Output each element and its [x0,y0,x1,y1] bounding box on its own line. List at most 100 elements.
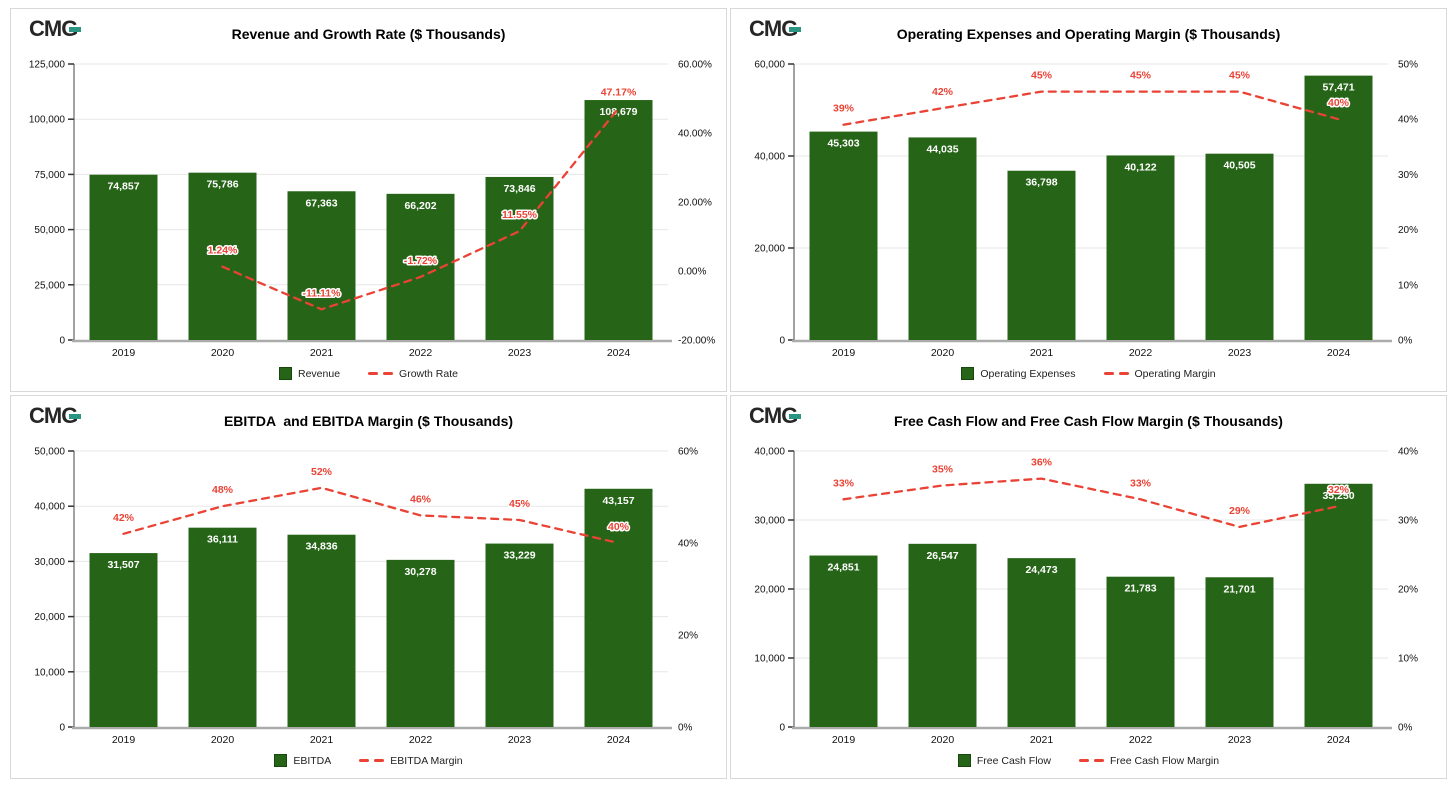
bar [908,137,977,340]
chart-header: CMG EBITDA and EBITDA Margin ($ Thousand… [11,396,726,440]
bar [1304,75,1373,341]
chart-title-ebitda: EBITDA and EBITDA Margin ($ Thousands) [223,413,514,429]
chart-panel-revenue: CMG Revenue and Growth Rate ($ Thousands… [10,8,727,392]
bar [1007,558,1076,727]
left-axis-label: 75,000 [34,170,65,181]
x-axis-label: 2024 [1327,347,1351,359]
right-axis-label: 30% [1398,170,1418,181]
left-axis-label: 125,000 [29,60,66,71]
line-point-label: 1.24% [208,245,238,257]
margin-line [842,477,1340,529]
legend-item-bar: EBITDA [274,754,331,767]
bar-value-label: 36,111 [207,534,238,546]
dashed-line-swatch-icon [1103,371,1129,376]
bar [287,191,356,340]
bar [1205,153,1274,340]
right-axis-label: 40% [1398,115,1418,126]
cmg-logo: CMG [29,405,82,427]
left-axis-label: 30,000 [34,557,65,568]
x-axis-label: 2023 [508,734,532,746]
left-axis-label: 40,000 [754,152,785,163]
right-axis-label: 0.00% [678,267,706,278]
bar-value-label: 57,471 [1322,82,1354,94]
bar [1007,170,1076,340]
line-point-label: 33% [1130,477,1152,489]
legend-label: EBITDA [293,754,332,767]
left-axis-label: 0 [779,336,785,347]
line-point-label: 47.17% [601,86,637,98]
right-axis-label: 20% [1398,225,1418,236]
left-axis-label: 10,000 [754,654,785,665]
cmg-logo-accent-icon [69,27,82,32]
cmg-logo-text: CMG [749,16,798,41]
bar-value-label: 36,798 [1025,177,1057,189]
right-axis-label: 50% [1398,60,1418,71]
chart-panel-opex: CMG Operating Expenses and Operating Mar… [730,8,1447,392]
chart-legend: Revenue Growth Rate [11,367,726,380]
left-axis-label: 30,000 [754,516,785,527]
right-axis-label: 40% [678,539,698,550]
line-point-label: 39% [833,103,855,115]
right-axis-label: -20.00% [678,336,715,347]
legend-item-line: Free Cash Flow Margin [1078,755,1219,767]
dashed-line-swatch-icon [368,371,394,376]
cmg-logo-text: CMG [29,16,78,41]
line-point-label: 52% [311,466,333,478]
x-axis-label: 2022 [409,734,433,746]
chart-panel-ebitda: CMG EBITDA and EBITDA Margin ($ Thousand… [10,395,727,779]
bar-value-label: 35,250 [1322,490,1354,502]
x-axis-label: 2019 [112,347,136,359]
bar [1304,483,1373,727]
bar-value-label: 108,679 [600,106,638,118]
dashed-line-swatch-icon [1078,758,1104,763]
bar-value-label: 43,157 [602,495,634,507]
left-axis-label: 10,000 [34,667,65,678]
bar-value-label: 74,857 [107,181,139,193]
line-point-label: 45% [1031,70,1053,82]
bar-swatch-icon [961,367,975,380]
bar-swatch-icon [279,367,292,380]
line-point-label: 35% [932,464,954,476]
line-point-label: 46% [410,493,432,505]
bar [1106,576,1175,727]
chart-header: CMG Operating Expenses and Operating Mar… [731,9,1446,53]
line-point-label: 48% [212,484,234,496]
bar-value-label: 44,035 [926,143,958,155]
chart-panel-fcf: CMG Free Cash Flow and Free Cash Flow Ma… [730,395,1447,779]
x-axis-label: 2024 [607,347,631,359]
bar [1106,155,1175,340]
right-axis-label: 0% [678,723,693,734]
left-axis-label: 40,000 [754,447,785,458]
cmg-logo: CMG [749,16,802,41]
right-axis-label: 40% [1398,447,1418,458]
left-axis-label: 20,000 [754,585,785,596]
x-axis-label: 2022 [1129,347,1153,359]
dashed-line-swatch-icon [359,758,385,763]
right-axis-label: 20.00% [678,198,712,209]
left-axis-label: 0 [59,336,65,347]
legend-label: Growth Rate [399,367,458,380]
chart-header: CMG Free Cash Flow and Free Cash Flow Ma… [731,396,1446,440]
bar-value-label: 34,836 [305,541,337,553]
cmg-logo-accent-icon [69,414,82,419]
legend-label: Operating Expenses [980,367,1076,380]
right-axis-label: 20% [1398,585,1418,596]
ebitda-chart-plot: 0 10,000 20,000 30,000 40,000 50,000 0% 20% 40% 6… [34,447,698,747]
margin-line [221,107,620,311]
left-axis-label: 40,000 [34,502,65,513]
legend-label: Operating Margin [1134,367,1216,380]
x-axis-label: 2020 [931,347,955,359]
left-axis-label: 60,000 [754,60,785,71]
right-axis-label: 30% [1398,516,1418,527]
left-axis-label: 25,000 [34,280,65,291]
opex-chart-plot: 0 20,000 40,000 60,000 0% 10% 20% 30% 40% 50% 45,3… [754,60,1418,360]
chart-legend: EBITDA EBITDA Margin [11,754,726,767]
revenue-chart-plot: 0 25,000 50,000 75,000 100,000 125,000 -20.00%… [29,60,716,360]
bar [188,172,257,340]
line-point-label: 36% [1031,457,1053,469]
chart-title-opex: Operating Expenses and Operating Margin … [896,26,1281,42]
bar-swatch-icon [274,754,288,767]
bar [584,100,653,340]
cmg-logo-text: CMG [749,403,798,428]
